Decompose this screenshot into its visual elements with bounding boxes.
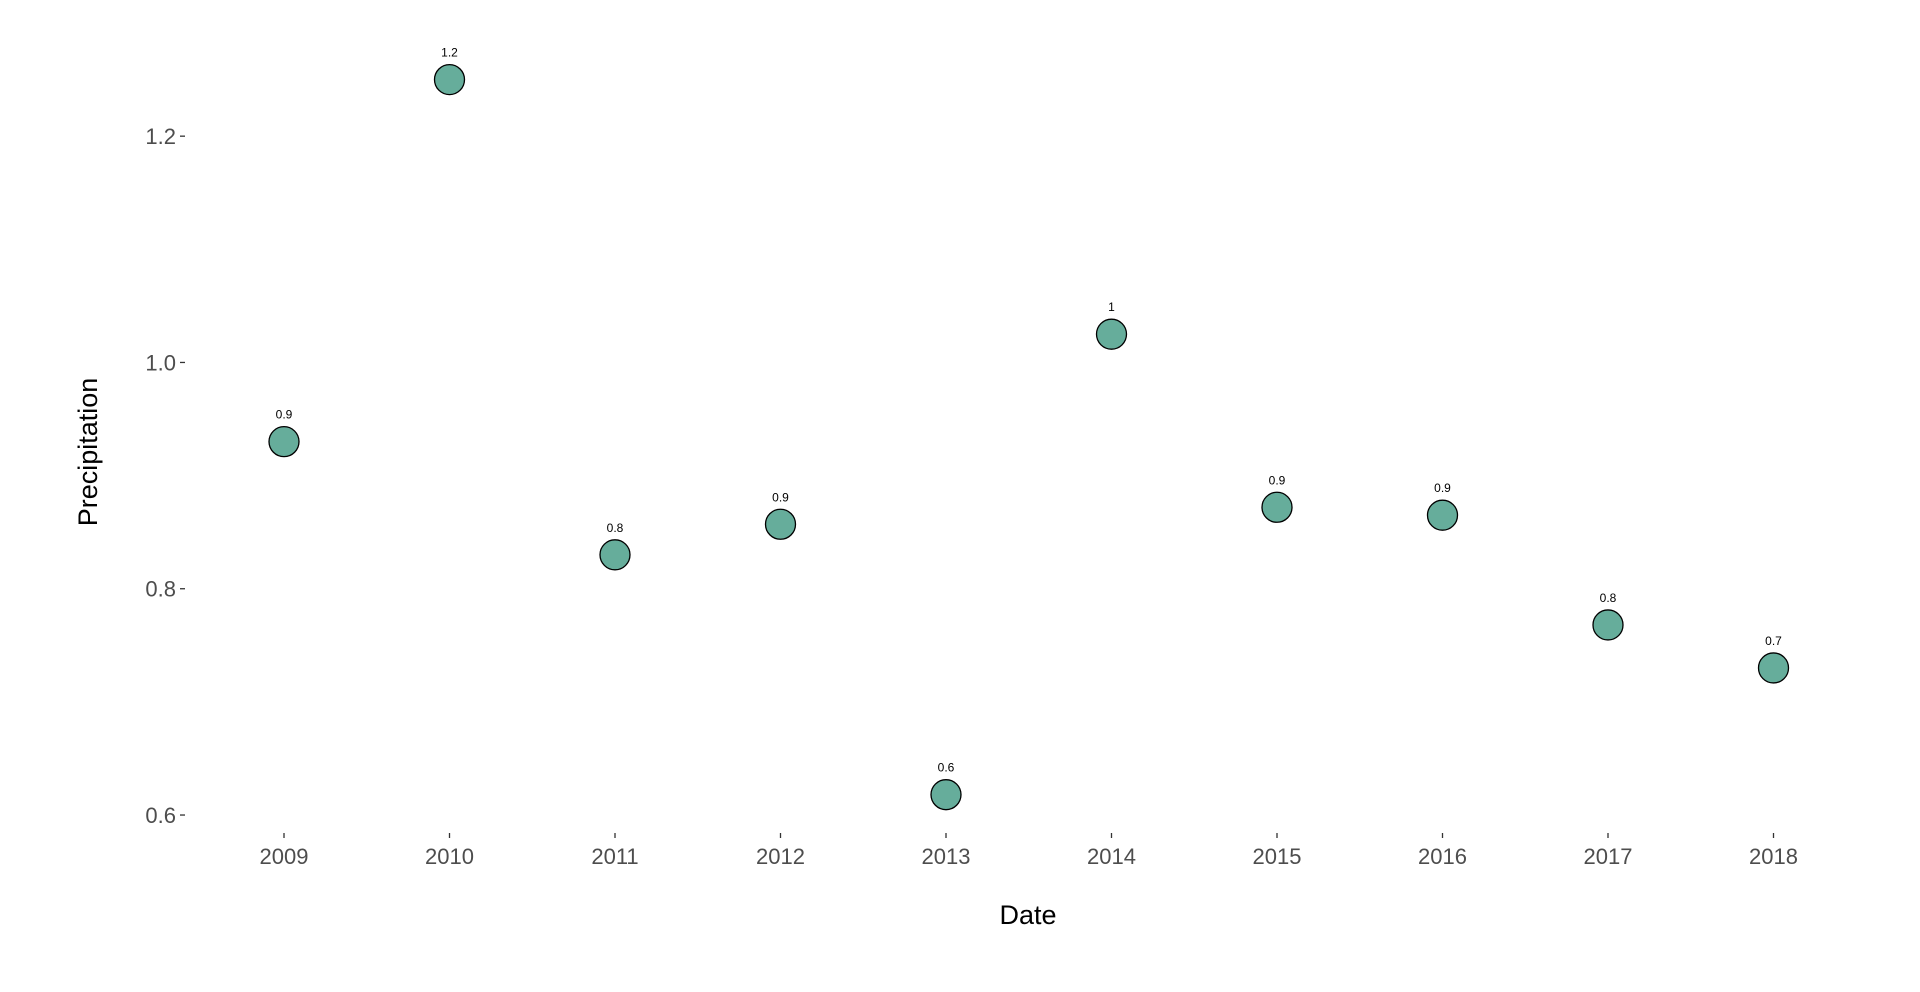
data-point xyxy=(1426,499,1459,531)
data-point xyxy=(433,63,466,96)
data-point xyxy=(930,779,962,811)
y-tick-label: 0.8 xyxy=(145,577,176,602)
data-point xyxy=(1261,491,1293,523)
y-axis: 0.6 0.8 1.0 1.2 xyxy=(145,124,185,828)
data-point xyxy=(1592,609,1624,641)
data-label: 0.8 xyxy=(607,521,624,535)
y-tick-label: 1.2 xyxy=(145,124,176,149)
data-label: 0.6 xyxy=(938,761,955,775)
data-point xyxy=(599,539,631,571)
data-point xyxy=(268,426,300,458)
x-tick-label: 2010 xyxy=(425,844,474,869)
data-label: 0.9 xyxy=(1269,473,1286,487)
y-axis-title: Precipitation xyxy=(73,378,103,527)
y-tick-label: 0.6 xyxy=(145,803,176,828)
data-point xyxy=(1095,318,1128,350)
data-label: 0.7 xyxy=(1765,634,1782,648)
x-tick-label: 2014 xyxy=(1087,844,1136,869)
data-label: 1 xyxy=(1108,300,1115,314)
data-label: 0.9 xyxy=(772,490,789,504)
x-tick-label: 2016 xyxy=(1418,844,1467,869)
x-tick-label: 2011 xyxy=(591,844,638,869)
x-tick-label: 2012 xyxy=(756,844,805,869)
data-point xyxy=(1757,652,1790,684)
data-label: 1.2 xyxy=(441,46,458,60)
x-axis-title: Date xyxy=(999,900,1056,930)
y-tick-label: 1.0 xyxy=(145,350,176,375)
data-label: 0.9 xyxy=(1434,481,1451,495)
data-label: 0.8 xyxy=(1600,591,1617,605)
x-tick-label: 2018 xyxy=(1749,844,1798,869)
x-axis: 2009 2010 2011 2012 2013 2014 2015 2016 2017 2018 xyxy=(260,833,1798,869)
data-labels: 0.9 1.2 0.8 0.9 0.6 1 0.9 0.9 0.8 0.7 xyxy=(276,46,1783,775)
x-tick-label: 2013 xyxy=(922,844,971,869)
x-tick-label: 2009 xyxy=(260,844,309,869)
data-points xyxy=(268,63,1790,811)
data-point xyxy=(764,508,797,540)
data-label: 0.9 xyxy=(276,408,293,422)
x-tick-label: 2017 xyxy=(1584,844,1633,869)
x-tick-label: 2015 xyxy=(1253,844,1302,869)
